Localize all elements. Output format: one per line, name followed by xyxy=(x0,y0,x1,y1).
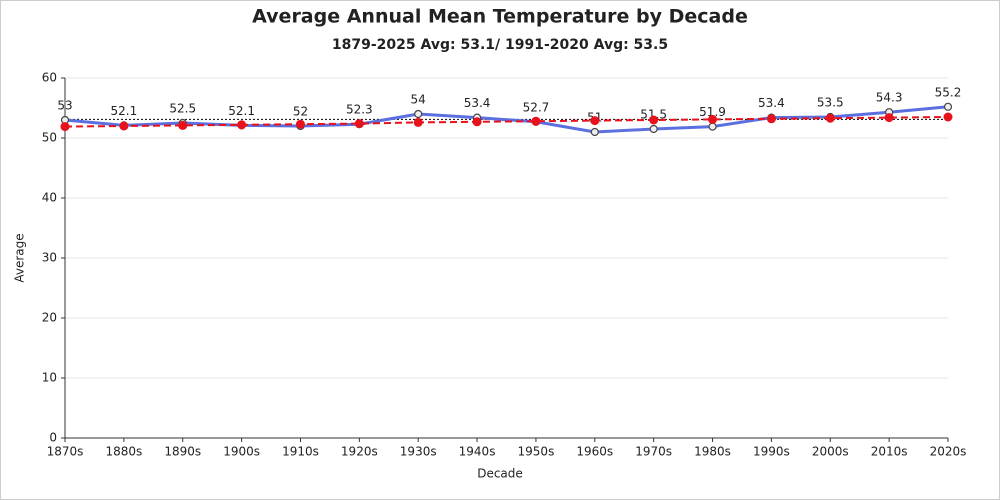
data-point xyxy=(590,127,599,137)
x-tick-label: 1950s xyxy=(518,445,555,459)
data-label: 52.3 xyxy=(346,103,373,117)
trend-point xyxy=(472,117,482,127)
y-axis-label: Average xyxy=(13,233,27,282)
x-axis-label: Decade xyxy=(477,467,523,481)
data-label: 52.7 xyxy=(523,100,550,114)
trend-point xyxy=(825,113,835,123)
y-tick-label: 10 xyxy=(42,371,57,385)
data-point xyxy=(943,102,953,111)
trend-point xyxy=(119,121,129,131)
x-tick-label: 2000s xyxy=(812,445,849,459)
x-tick-label: 1880s xyxy=(105,445,142,459)
trend-point xyxy=(178,120,188,130)
data-label: 52.1 xyxy=(228,104,255,118)
data-label: 53.4 xyxy=(758,96,785,110)
data-label: 54 xyxy=(411,93,426,107)
trend-line xyxy=(64,116,949,128)
x-tick-label: 1890s xyxy=(164,445,201,459)
trend-point xyxy=(60,122,70,132)
trend-point xyxy=(590,116,600,126)
y-tick-label: 60 xyxy=(42,71,57,85)
chart-subtitle: 1879-2025 Avg: 53.1/ 1991-2020 Avg: 53.5 xyxy=(332,37,668,53)
x-tick-label: 2010s xyxy=(871,445,908,459)
y-tick-label: 30 xyxy=(42,251,57,265)
trend-point xyxy=(708,114,718,124)
chart-title: Average Annual Mean Temperature by Decad… xyxy=(252,6,748,28)
x-tick-label: 1900s xyxy=(223,445,260,459)
trend-point xyxy=(884,113,894,123)
x-tick-label: 1910s xyxy=(282,445,319,459)
data-label: 52.5 xyxy=(169,102,196,116)
trend-point xyxy=(413,117,423,127)
trend-point xyxy=(766,114,776,124)
x-tick-label: 1960s xyxy=(576,445,613,459)
data-point xyxy=(649,124,658,134)
y-tick-label: 40 xyxy=(42,191,57,205)
y-tick-label: 20 xyxy=(42,311,57,325)
data-point xyxy=(414,109,423,119)
trend-point xyxy=(295,119,305,129)
x-tick-label: 1980s xyxy=(694,445,731,459)
x-tick-label: 1870s xyxy=(47,445,84,459)
data-label: 53.4 xyxy=(464,96,491,110)
data-label: 53.5 xyxy=(817,96,844,110)
data-label: 53 xyxy=(57,99,72,113)
trend-point xyxy=(354,119,364,129)
y-tick-label: 0 xyxy=(49,431,57,445)
x-tick-label: 1970s xyxy=(635,445,672,459)
trend-point xyxy=(531,116,541,126)
data-label: 51.5 xyxy=(640,108,667,122)
x-tick-label: 1990s xyxy=(753,445,790,459)
x-tick-label: 2020s xyxy=(930,445,967,459)
data-label: 51.9 xyxy=(699,105,726,119)
data-label: 52.1 xyxy=(111,104,138,118)
trend-point xyxy=(943,112,953,122)
trend-point xyxy=(649,115,659,125)
y-tick-label: 50 xyxy=(42,131,57,145)
x-tick-label: 1940s xyxy=(459,445,496,459)
trend-point xyxy=(237,120,247,130)
data-point xyxy=(708,122,717,131)
data-label: 52 xyxy=(293,105,308,119)
data-label: 54.3 xyxy=(876,91,903,105)
data-label: 55.2 xyxy=(935,85,962,99)
x-tick-label: 1920s xyxy=(341,445,378,459)
x-tick-label: 1930s xyxy=(400,445,437,459)
